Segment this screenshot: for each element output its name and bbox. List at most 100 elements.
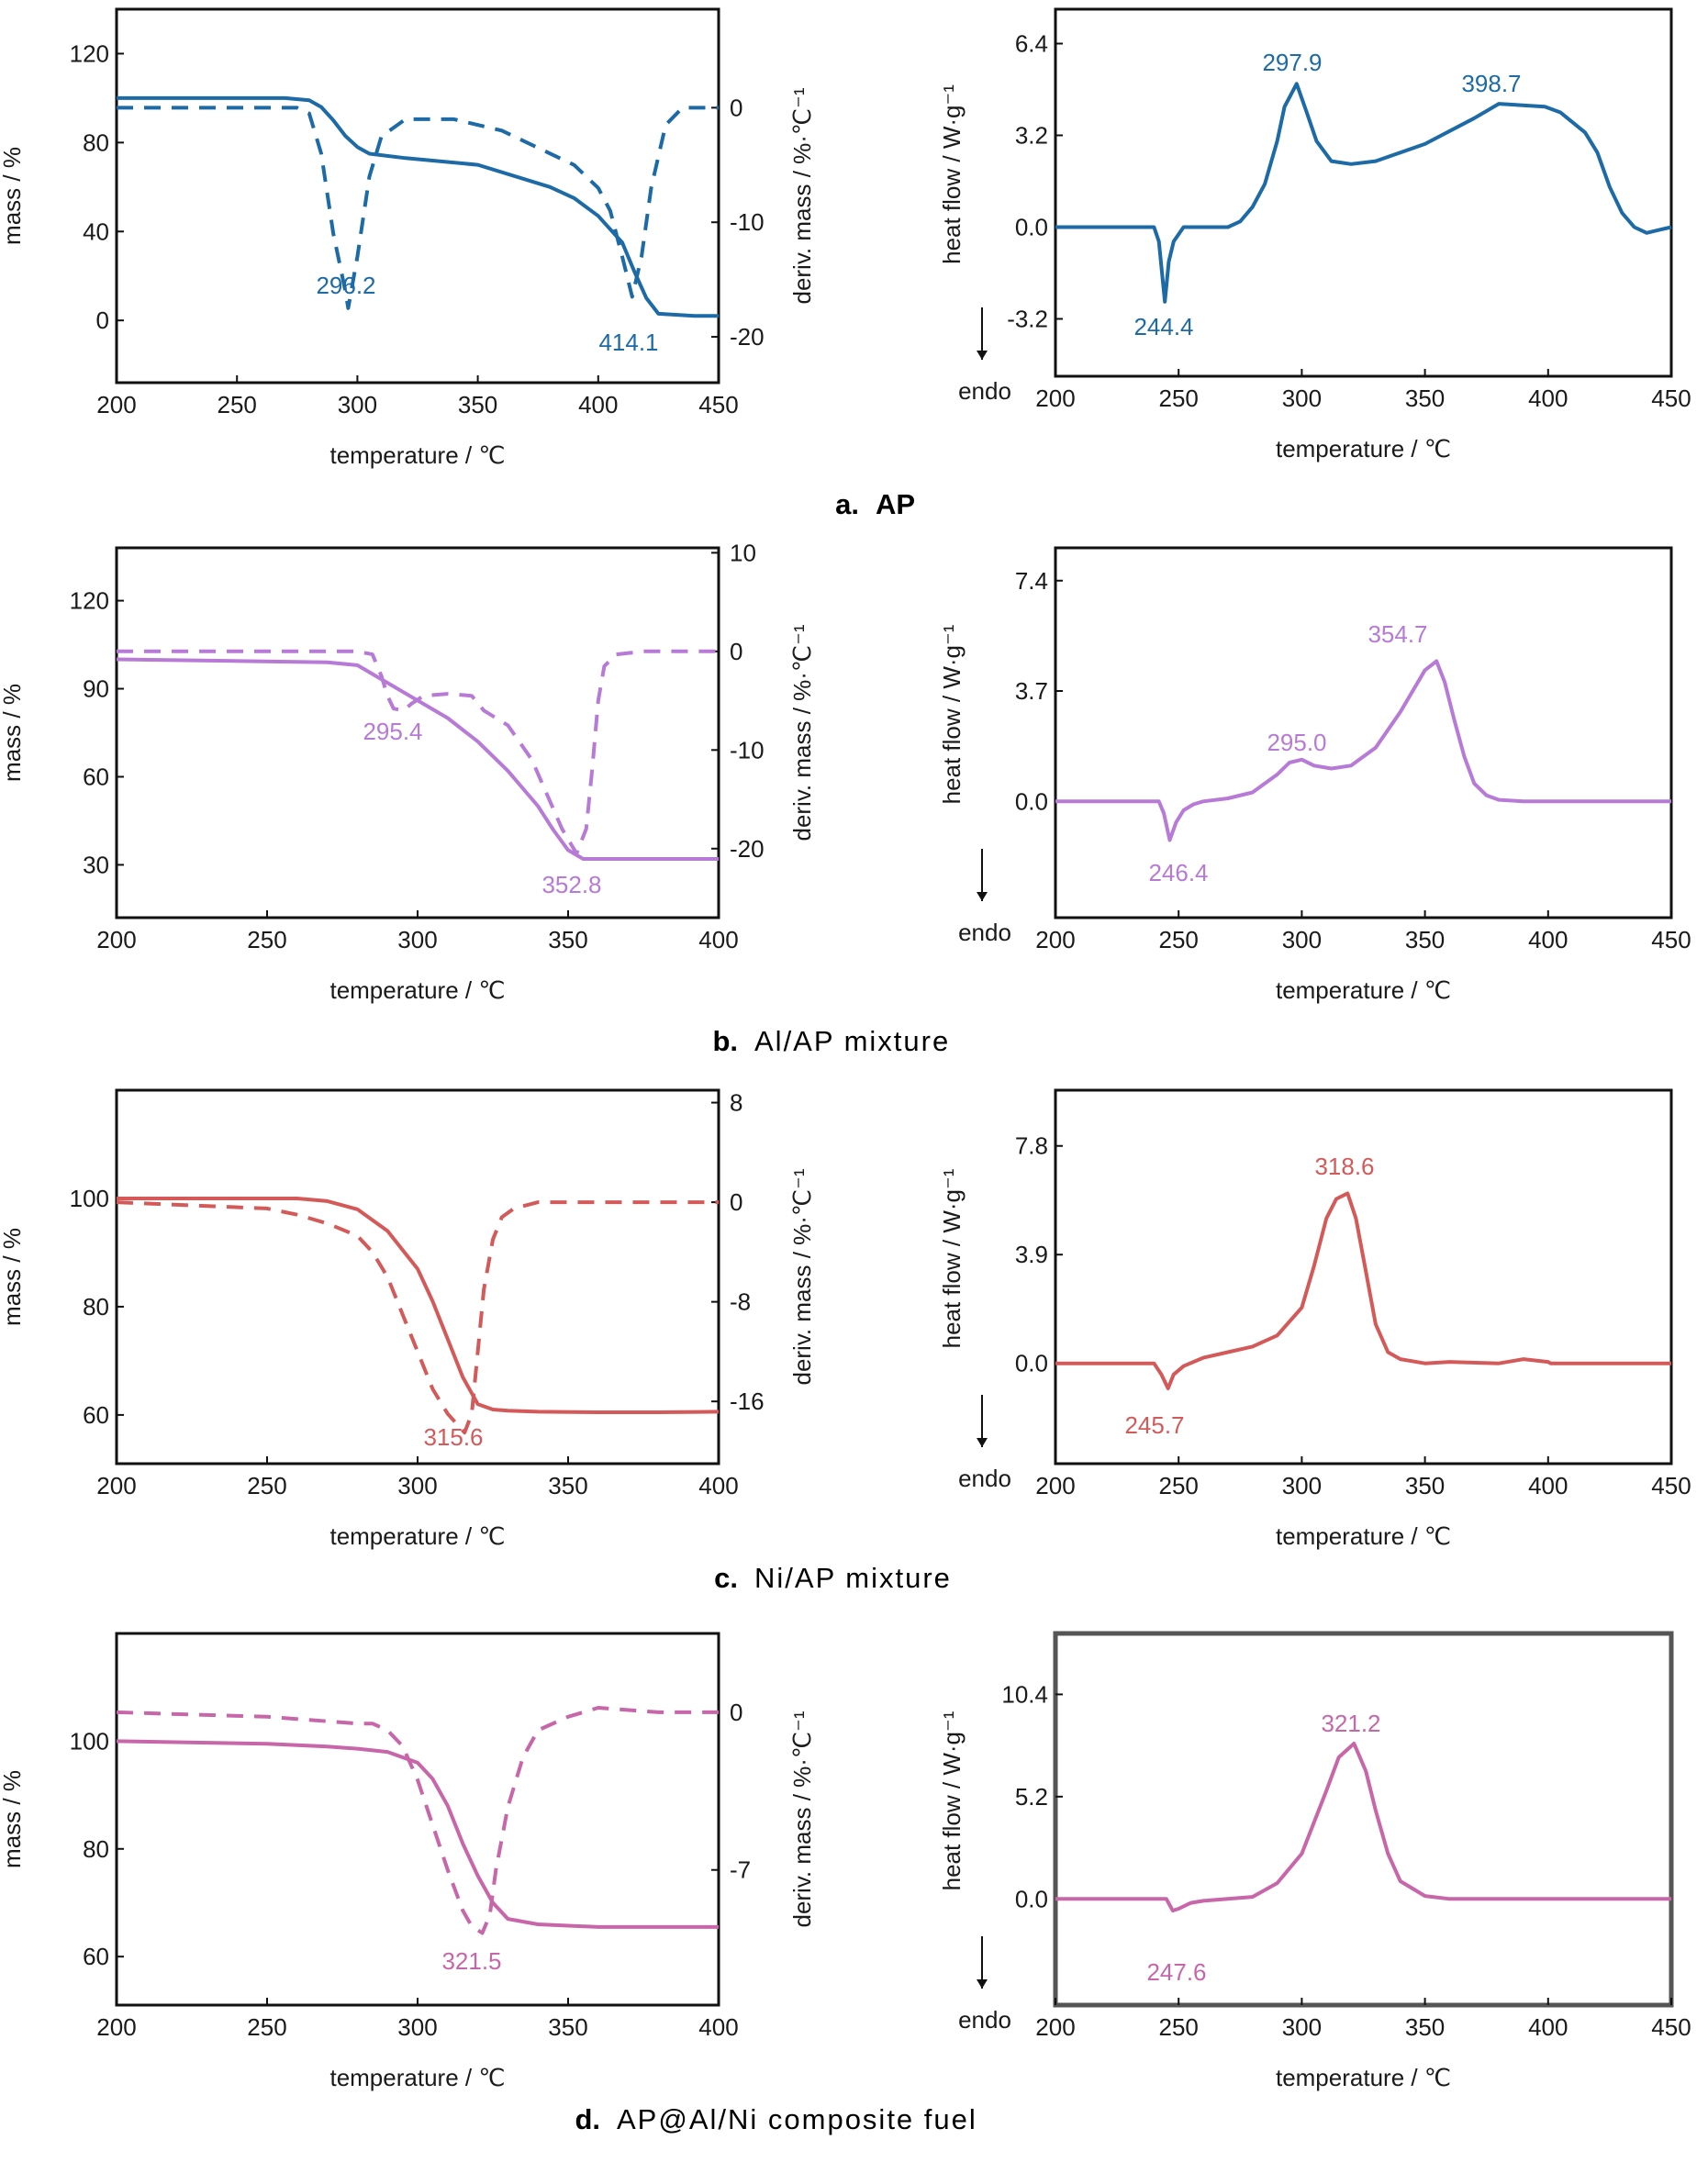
dsc-series-line [1055,659,1671,842]
y-tick-label: 0.0 [1015,1885,1048,1912]
dsc-x-axis-label: temperature / ℃ [1276,435,1451,462]
x-tick-label: 350 [1405,384,1445,412]
x-tick-label: 200 [96,2013,136,2041]
dsc-plot-frame [1054,7,1673,378]
y-tick-label: 40 [83,217,109,245]
tga-x-axis-label: temperature / ℃ [329,2064,505,2091]
x-tick-label: 350 [1405,2013,1445,2041]
x-tick-label: 300 [1282,2013,1322,2041]
arrow-head-icon [977,892,988,901]
x-tick-label: 250 [1159,384,1199,412]
x-tick-label: 400 [698,1472,738,1499]
y-tick-label: 10.4 [1001,1680,1048,1708]
x-tick-label: 450 [1651,926,1691,953]
y2-tick-label: 0 [730,638,742,665]
x-tick-label: 200 [1035,384,1075,412]
dtg-series-line [117,106,719,310]
x-tick-label: 300 [397,2013,437,2041]
y-tick-label: 80 [83,1293,109,1321]
peak-annotation: 297.9 [1262,49,1322,76]
arrow-head-icon [977,351,988,360]
x-tick-label: 200 [1035,926,1075,953]
panel-caption: c. Ni/AP mixture [714,1562,952,1594]
dsc-series-line [1055,82,1672,304]
tga-y2-axis-label: deriv. mass / %·℃⁻¹ [788,1711,816,1927]
x-tick-label: 250 [247,926,286,953]
dsc-y-axis-label: heat flow / W·g⁻¹ [938,624,966,804]
dsc-series-line [1055,1191,1671,1390]
endo-label: endo [958,919,1011,946]
tga-y2-axis-label: deriv. mass / %·℃⁻¹ [788,1168,816,1385]
x-tick-label: 300 [397,926,437,953]
y2-tick-label: 10 [730,539,756,566]
x-tick-label: 250 [247,1472,286,1499]
tga-y-axis-label: mass / % [0,147,26,245]
x-tick-label: 400 [698,2013,738,2041]
x-tick-label: 200 [96,391,136,418]
tga-panel-d: 200 250 300 350 400 60 80 100 0 -7 temperature / ℃… [0,1632,816,2091]
x-tick-label: 250 [247,2013,286,2041]
peak-annotation: 315.6 [423,1423,483,1451]
dtg-series-line [117,649,719,856]
tga-y-axis-label: mass / % [0,1770,26,1868]
caption-text: Ni/AP mixture [754,1562,952,1594]
tga-y-axis-label: mass / % [0,1228,26,1326]
endo-label: endo [958,377,1011,405]
dsc-panel-d: 200 250 300 350 400 450 10.4 5.2 0.0 temperature … [938,1631,1691,2091]
y2-tick-label: 8 [730,1089,742,1117]
y2-tick-label: 0 [730,1188,742,1216]
peak-annotation: 246.4 [1148,859,1208,886]
tga-series-line [117,95,719,318]
arrow-head-icon [977,1438,988,1447]
peak-annotation: 318.6 [1314,1153,1374,1180]
y-tick-label: 3.7 [1015,677,1048,705]
tga-plot-frame [115,1088,720,1465]
x-tick-label: 400 [1528,926,1568,953]
dsc-panel-a: 200 250 300 350 400 450 6.4 3.2 0.0 -3.2 temperatu… [938,7,1691,462]
x-tick-label: 200 [1035,1472,1075,1499]
y-tick-label: 3.2 [1015,122,1048,150]
dsc-plot-frame [1053,1631,1674,2008]
dsc-panel-c: 200 250 300 350 400 450 7.8 3.9 0.0 temperature /… [938,1088,1691,1550]
x-tick-label: 350 [458,391,497,418]
x-tick-label: 400 [1528,384,1568,412]
tga-y2-axis-label: deriv. mass / %·℃⁻¹ [788,87,816,304]
caption-letter: c. [714,1562,738,1594]
x-tick-label: 350 [1405,1472,1445,1499]
tga-panel-b: 200 250 300 350 400 30 60 90 120 10 0 -10 -20 tempera… [0,539,816,1004]
x-tick-label: 450 [1651,384,1691,412]
tga-y2-axis-label: deriv. mass / %·℃⁻¹ [788,624,816,841]
y2-tick-label: 0 [730,94,742,121]
dsc-panel-b: 200 250 300 350 400 450 7.4 3.7 0.0 temperature /… [938,546,1691,1004]
y-tick-label: 80 [83,1835,109,1863]
panel-caption: b. Al/AP mixture [712,1025,950,1057]
dsc-y-axis-label: heat flow / W·g⁻¹ [938,1711,966,1890]
y2-tick-label: -16 [730,1387,765,1415]
dsc-y-axis-label: heat flow / W·g⁻¹ [938,1168,966,1348]
y2-tick-label: -20 [730,835,765,863]
tga-x-axis-label: temperature / ℃ [329,441,505,469]
caption-text: Al/AP mixture [754,1025,950,1057]
x-tick-label: 400 [578,391,618,418]
x-tick-label: 250 [1159,1472,1199,1499]
y-tick-label: 0.0 [1015,214,1048,241]
y2-tick-label: 0 [730,1699,742,1726]
y-tick-label: 80 [83,128,109,156]
tga-plot-frame [115,7,720,384]
caption-letter: d. [575,2103,600,2135]
peak-annotation: 354.7 [1368,620,1427,648]
panel-caption: d. AP@Al/Ni composite fuel [575,2103,975,2135]
y-tick-label: 60 [83,1943,109,1970]
x-tick-label: 400 [698,926,738,953]
dsc-series-line [1055,1742,1671,1913]
x-tick-label: 450 [1651,1472,1691,1499]
peak-annotation: 352.8 [541,871,601,898]
x-tick-label: 250 [1159,2013,1199,2041]
y-tick-label: -3.2 [1007,306,1048,333]
x-tick-label: 200 [1035,2013,1075,2041]
x-tick-label: 300 [338,391,377,418]
y2-tick-label: -8 [730,1288,751,1316]
y2-tick-label: -10 [730,736,765,763]
tga-x-axis-label: temperature / ℃ [329,976,505,1004]
